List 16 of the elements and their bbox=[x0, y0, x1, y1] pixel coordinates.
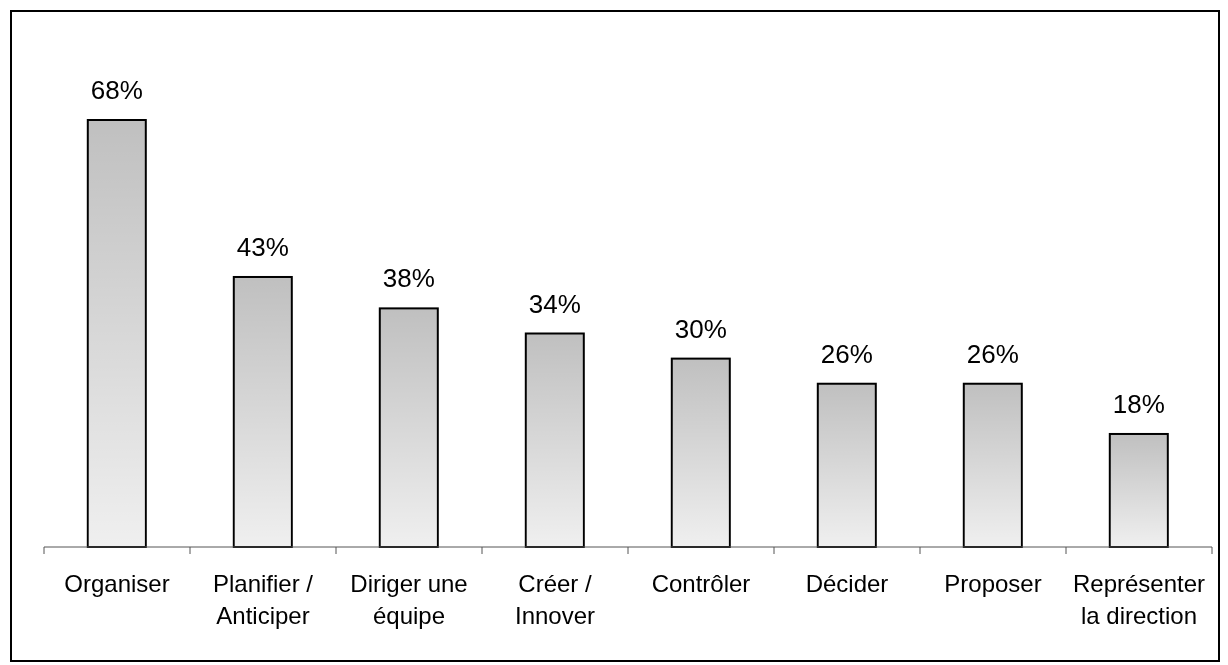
x-tick-label: Contrôler bbox=[651, 570, 751, 597]
data-label: 34% bbox=[528, 288, 581, 319]
x-tick-label: Représenter la direction bbox=[1072, 570, 1206, 629]
x-tick-label: Décider bbox=[805, 570, 889, 597]
data-label: 68% bbox=[90, 75, 143, 105]
data-label: 26% bbox=[820, 338, 873, 369]
data-label: 18% bbox=[1112, 388, 1165, 419]
data-label: 30% bbox=[674, 313, 727, 344]
data-label: 43% bbox=[236, 231, 289, 262]
data-label: 38% bbox=[382, 263, 435, 294]
x-tick-label: Organiser bbox=[64, 570, 170, 597]
x-tick-label: Proposer bbox=[944, 570, 1042, 597]
x-tick-label: Planifier / Anticiper bbox=[212, 570, 314, 629]
x-tick-label: Créer / Innover bbox=[514, 570, 596, 629]
data-label: 26% bbox=[966, 338, 1019, 369]
x-tick-label: Diriger une équipe bbox=[350, 570, 468, 629]
